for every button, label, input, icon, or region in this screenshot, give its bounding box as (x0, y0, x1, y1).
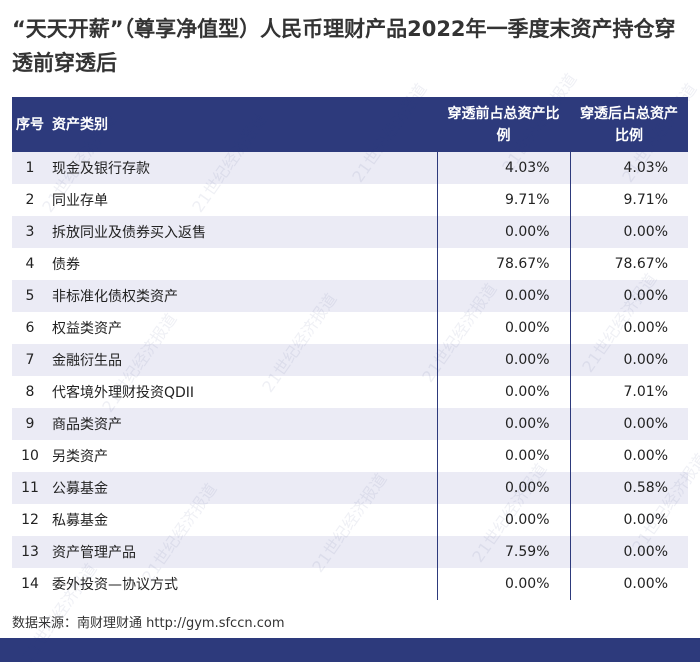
table-cell: 12 (21, 512, 39, 528)
table-cell: 0.00% (569, 504, 688, 536)
table-cell: 9.71% (436, 184, 570, 216)
table-row: 14 委外投资—协议方式 0.00% 0.00% (12, 568, 688, 600)
table-cell: 委外投资—协议方式 (52, 577, 178, 593)
table-cell: 1 (12, 152, 48, 184)
table-cell: 5 (12, 280, 48, 312)
table-row: 11 公募基金 0.00% 0.58% (12, 472, 688, 504)
table-cell: 4.03% (569, 152, 688, 184)
table-cell: 同业存单 (52, 193, 108, 209)
table-cell: 资产管理产品 (48, 536, 437, 568)
table-cell: 债券 (52, 257, 80, 273)
table-cell: 0.00% (436, 568, 570, 600)
table-cell: 13 (12, 536, 48, 568)
table-row: 6 权益类资产 0.00% 0.00% (12, 312, 688, 344)
table-cell: 私募基金 (52, 513, 108, 529)
table-cell: 7 (12, 344, 48, 376)
table-cell: 7.59% (436, 536, 570, 568)
title: “天天开薪”（尊享净值型）人民币理财产品2022年一季度末资产持仓穿透前穿透后 (12, 17, 676, 75)
table-row: 1 现金及银行存款 4.03% 4.03% (12, 152, 688, 184)
table-cell: 0.00% (569, 536, 688, 568)
table-cell: 0.00% (569, 280, 688, 312)
table-cell: 0.00% (569, 408, 688, 440)
column-header: 资产类别 (48, 97, 437, 152)
table-cell: 0.00% (436, 216, 570, 248)
table-cell: 6 (25, 320, 35, 336)
table-cell: 现金及银行存款 (48, 152, 437, 184)
table-cell: 金融衍生品 (48, 344, 437, 376)
data-table: 序号 资产类别 穿透前占总资产比例 穿透后占总资产比例 1 现金及银行存款 4.03% 4.… (12, 97, 688, 600)
table-cell: 78.67% (436, 248, 570, 280)
table-cell: 0.00% (436, 280, 570, 312)
table-cell: 4 (25, 256, 35, 272)
table-cell: 0.00% (436, 344, 570, 376)
table-cell: 0.00% (436, 472, 570, 504)
table-cell: 78.67% (569, 248, 688, 280)
table-cell: 公募基金 (48, 472, 437, 504)
table-cell: 9 (12, 408, 48, 440)
table-cell: 0.00% (569, 344, 688, 376)
table-cell: 14 (21, 576, 39, 592)
table-row: 8 代客境外理财投资QDII 0.00% 7.01% (12, 376, 688, 408)
table-cell: 拆放同业及债券买入返售 (48, 216, 437, 248)
table-cell: 11 (12, 472, 48, 504)
table-row: 13 资产管理产品 7.59% 0.00% (12, 536, 688, 568)
table-cell: 非标准化债权类资产 (48, 280, 437, 312)
table-row: 2 同业存单 9.71% 9.71% (12, 184, 688, 216)
header-row: 序号 资产类别 穿透前占总资产比例 穿透后占总资产比例 (12, 97, 688, 152)
table-cell: 9.71% (569, 184, 688, 216)
footer-bar (0, 638, 700, 662)
table-cell: 0.00% (569, 568, 688, 600)
table-cell: 0.00% (436, 408, 570, 440)
table-row: 12 私募基金 0.00% 0.00% (12, 504, 688, 536)
table-cell: 0.00% (436, 376, 570, 408)
table-row: 9 商品类资产 0.00% 0.00% (12, 408, 688, 440)
table-cell: 7.01% (569, 376, 688, 408)
table-cell: 8 (25, 384, 35, 400)
table-row: 3 拆放同业及债券买入返售 0.00% 0.00% (12, 216, 688, 248)
column-header: 穿透前占总资产比例 (437, 97, 570, 152)
table-cell: 0.00% (569, 312, 688, 344)
table-cell: 10 (21, 448, 39, 464)
table-row: 5 非标准化债权类资产 0.00% 0.00% (12, 280, 688, 312)
table-cell: 0.00% (436, 440, 570, 472)
column-header: 序号 (12, 97, 48, 152)
table-row: 7 金融衍生品 0.00% 0.00% (12, 344, 688, 376)
table-cell: 0.00% (569, 440, 688, 472)
table-cell: 代客境外理财投资QDII (52, 385, 195, 401)
table-body: 1 现金及银行存款 4.03% 4.03% 2 同业存单 9.71% 9.71% 3 拆放同业及债… (12, 152, 688, 600)
table-cell: 2 (25, 192, 35, 208)
table-row: 10 另类资产 0.00% 0.00% (12, 440, 688, 472)
table-cell: 权益类资产 (52, 321, 122, 337)
source-note: 数据来源：南财理财通 http://gym.sfccn.com (12, 616, 285, 631)
table-cell: 0.00% (436, 504, 570, 536)
column-header: 穿透后占总资产比例 (570, 97, 688, 152)
table-cell: 商品类资产 (48, 408, 437, 440)
table-cell: 0.00% (569, 216, 688, 248)
table-cell: 0.58% (569, 472, 688, 504)
table-cell: 3 (12, 216, 48, 248)
table-row: 4 债券 78.67% 78.67% (12, 248, 688, 280)
table-cell: 4.03% (436, 152, 570, 184)
table-cell: 另类资产 (52, 449, 108, 465)
table-cell: 0.00% (436, 312, 570, 344)
